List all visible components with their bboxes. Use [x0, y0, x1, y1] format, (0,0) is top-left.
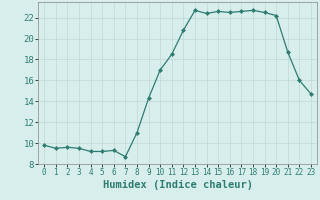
X-axis label: Humidex (Indice chaleur): Humidex (Indice chaleur): [103, 180, 252, 190]
